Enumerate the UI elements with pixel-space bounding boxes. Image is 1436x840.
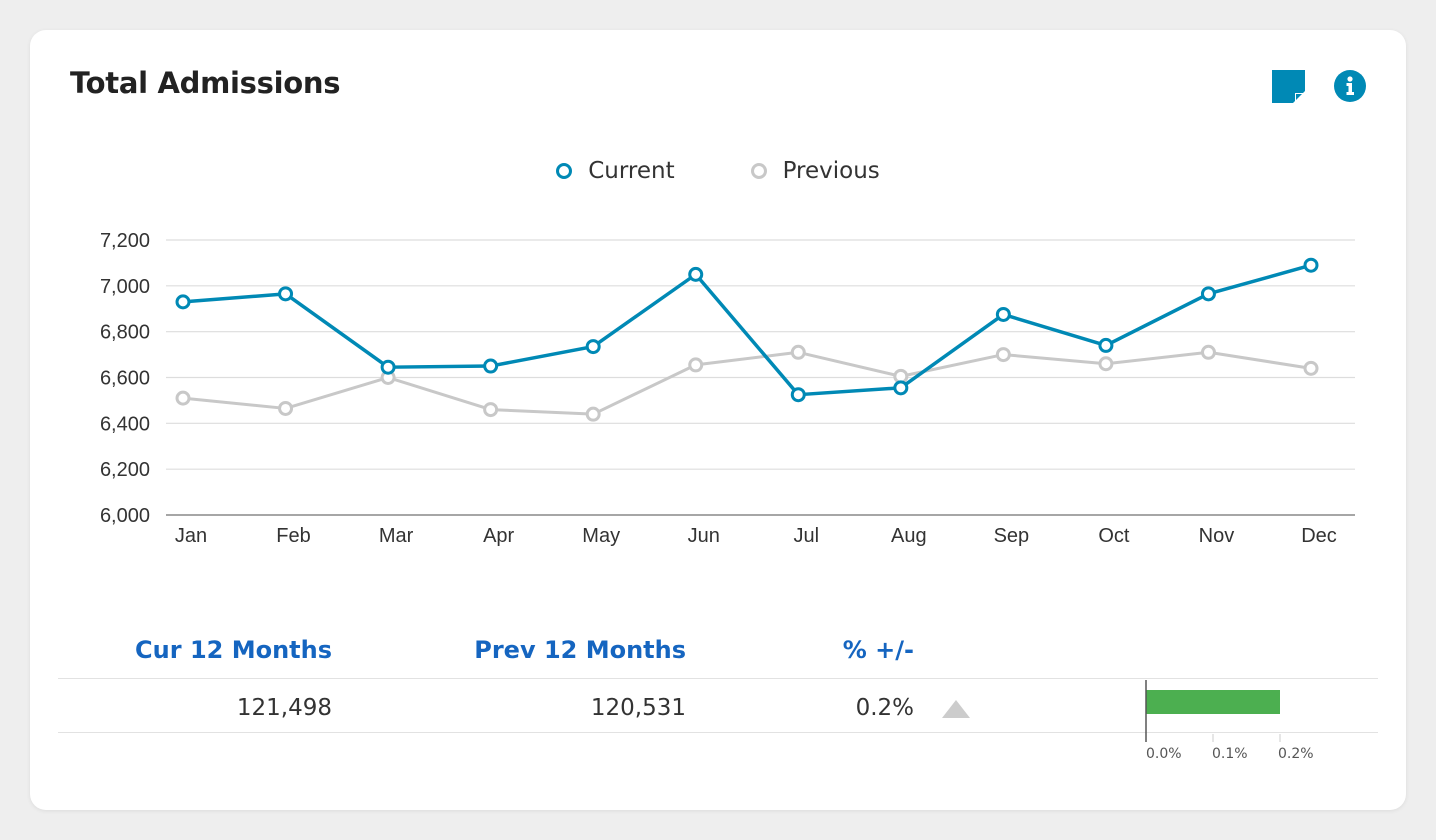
x-tick-label-dec: Dec bbox=[1301, 525, 1337, 547]
y-tick-label-0: 6,000 bbox=[100, 505, 150, 527]
point-current-jul bbox=[790, 387, 806, 403]
cur-12-months-value: 121,498 bbox=[236, 695, 332, 721]
y-tick-label-5: 7,000 bbox=[100, 276, 150, 298]
point-current-dec bbox=[1303, 257, 1319, 273]
legend-item-previous[interactable]: Previous bbox=[750, 158, 880, 184]
admissions-card: Total Admissions Current Previous 6,000 6… bbox=[30, 30, 1406, 810]
point-previous-may bbox=[585, 406, 601, 422]
x-tick-label-mar: Mar bbox=[379, 525, 414, 547]
point-previous-jul bbox=[790, 344, 806, 360]
point-previous-feb bbox=[278, 400, 294, 416]
mini-axis-tick-2: 0.2% bbox=[1278, 746, 1314, 762]
x-tick-label-jun: Jun bbox=[688, 525, 720, 547]
y-tick-label-2: 6,400 bbox=[100, 413, 150, 435]
note-icon-graphic bbox=[1272, 70, 1305, 103]
y-tick-label-1: 6,200 bbox=[100, 459, 150, 481]
y-tick-label-4: 6,800 bbox=[100, 322, 150, 344]
point-previous-nov bbox=[1200, 344, 1216, 360]
legend-label-current: Current bbox=[588, 158, 675, 184]
change-header: % +/- bbox=[842, 636, 914, 664]
table-bottom-divider bbox=[58, 732, 1378, 733]
point-current-sep bbox=[995, 306, 1011, 322]
point-current-nov bbox=[1200, 286, 1216, 302]
legend-swatch-current bbox=[556, 163, 573, 179]
x-tick-label-sep: Sep bbox=[994, 525, 1030, 547]
x-tick-label-may: May bbox=[582, 525, 620, 547]
point-previous-dec bbox=[1303, 360, 1319, 376]
note-icon[interactable] bbox=[1272, 70, 1305, 103]
x-tick-label-nov: Nov bbox=[1199, 525, 1235, 547]
point-current-jan bbox=[175, 294, 191, 310]
y-tick-label-6: 7,200 bbox=[100, 230, 150, 252]
line-chart: 6,000 6,200 6,400 6,600 6,800 7,000 7,200 Jan Fe… bbox=[100, 230, 1355, 547]
prev-12-months-value: 120,531 bbox=[590, 695, 686, 721]
legend-label-previous: Previous bbox=[782, 158, 880, 184]
point-current-feb bbox=[278, 286, 294, 302]
info-icon[interactable] bbox=[1333, 69, 1367, 103]
change-bar bbox=[1146, 690, 1280, 714]
series-line-previous bbox=[182, 350, 1312, 416]
point-previous-oct bbox=[1098, 356, 1114, 372]
x-tick-label-jul: Jul bbox=[793, 525, 819, 547]
x-tick-label-feb: Feb bbox=[276, 525, 310, 547]
series-line-current bbox=[182, 263, 1312, 397]
point-previous-jan bbox=[175, 390, 191, 406]
change-value: 0.2% bbox=[855, 695, 914, 721]
table-top-divider bbox=[58, 678, 1378, 679]
point-previous-sep bbox=[995, 347, 1011, 363]
x-tick-label-jan: Jan bbox=[175, 525, 207, 547]
x-tick-label-aug: Aug bbox=[891, 525, 927, 547]
point-current-oct bbox=[1098, 337, 1114, 353]
point-current-jun bbox=[688, 266, 704, 282]
triangle-up-icon bbox=[942, 700, 970, 718]
point-current-apr bbox=[483, 358, 499, 374]
card-title: Total Admissions bbox=[70, 66, 341, 100]
point-previous-jun bbox=[688, 357, 704, 373]
point-previous-apr bbox=[483, 402, 499, 418]
change-bar-chart bbox=[1145, 680, 1281, 742]
x-tick-label-apr: Apr bbox=[483, 525, 514, 547]
chart-legend: Current Previous bbox=[30, 158, 1406, 184]
legend-swatch-previous bbox=[750, 163, 767, 179]
point-current-aug bbox=[893, 380, 909, 396]
point-current-may bbox=[585, 339, 601, 355]
info-icon-graphic bbox=[1334, 70, 1366, 102]
mini-axis-tick-1: 0.1% bbox=[1212, 746, 1248, 762]
legend-item-current[interactable]: Current bbox=[556, 158, 675, 184]
prev-12-months-header: Prev 12 Months bbox=[474, 636, 686, 664]
cur-12-months-header: Cur 12 Months bbox=[135, 636, 332, 664]
x-tick-label-oct: Oct bbox=[1098, 525, 1130, 547]
point-current-mar bbox=[380, 359, 396, 375]
y-tick-label-3: 6,600 bbox=[100, 368, 150, 390]
mini-axis-tick-0: 0.0% bbox=[1146, 746, 1182, 762]
